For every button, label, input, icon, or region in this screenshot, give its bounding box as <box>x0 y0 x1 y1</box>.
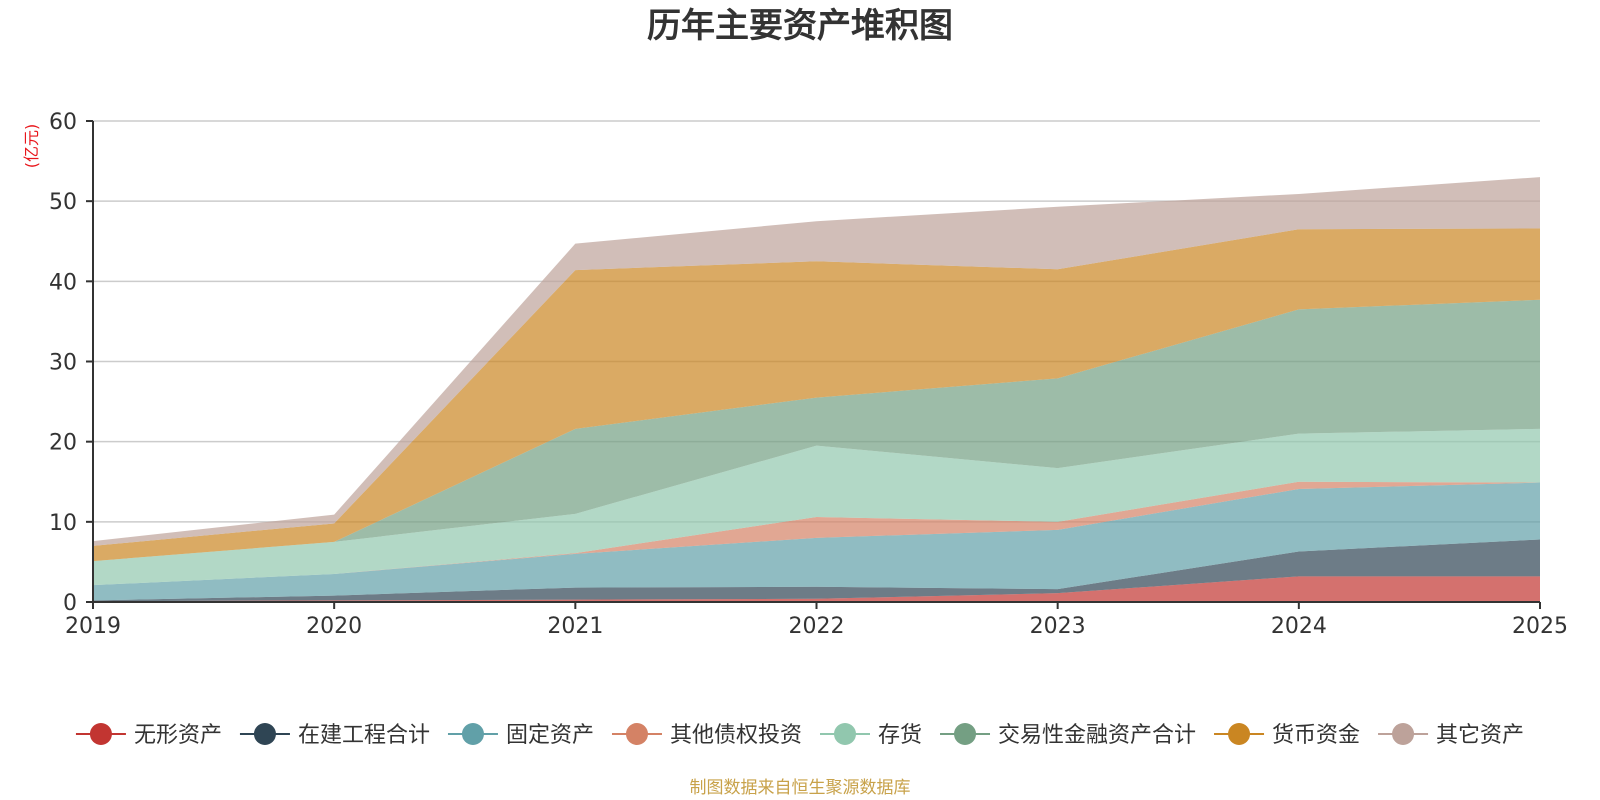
area-series-5[interactable] <box>93 428 1540 586</box>
area-series-7[interactable] <box>93 228 1540 562</box>
area-series-3[interactable] <box>93 482 1540 601</box>
x-tick-labels: 2019 2020 2021 2022 2023 2024 2025 <box>65 614 1568 639</box>
source-note: 制图数据来自恒生聚源数据库 <box>690 778 911 798</box>
area-series-6[interactable] <box>93 299 1540 562</box>
legend-circle-icon <box>1392 723 1415 745</box>
legend-label: 其他债权投资 <box>670 723 802 748</box>
y-tick-label-0: 0 <box>63 591 77 616</box>
x-tick-label-2021: 2021 <box>547 614 603 639</box>
legend-circle-icon <box>1228 723 1251 745</box>
area-series-1[interactable] <box>93 576 1540 602</box>
x-tick-label-2023: 2023 <box>1030 614 1086 639</box>
y-axis-unit-label: (亿元) <box>22 124 41 169</box>
legend-item-1[interactable]: 无形资产 <box>75 723 222 748</box>
y-tick-labels: 0 10 20 30 40 50 60 <box>49 110 77 616</box>
legend-circle-icon <box>89 723 112 745</box>
y-tick-label-10: 10 <box>49 511 77 536</box>
legend-item-6[interactable]: 交易性金融资产合计 <box>940 723 1196 748</box>
y-tick-label-50: 50 <box>49 190 77 215</box>
y-tick-label-60: 60 <box>49 110 77 135</box>
x-tick-label-2020: 2020 <box>306 614 362 639</box>
x-tick-label-2025: 2025 <box>1512 614 1568 639</box>
legend-circle-icon <box>954 723 977 745</box>
x-tick-label-2022: 2022 <box>789 614 845 639</box>
legend-label: 货币资金 <box>1272 723 1360 748</box>
legend-label: 在建工程合计 <box>298 723 430 748</box>
y-tick-label-30: 30 <box>49 351 77 376</box>
legend[interactable]: 无形资产 在建工程合计 固定资产 其他债权投资 存货 交易性金融资产合计 货币资金 其它资产 <box>75 723 1524 748</box>
x-tick-label-2024: 2024 <box>1271 614 1327 639</box>
legend-circle-icon <box>253 723 276 745</box>
legend-item-2[interactable]: 在建工程合计 <box>239 723 430 748</box>
area-series-2[interactable] <box>93 539 1540 602</box>
legend-label: 交易性金融资产合计 <box>998 723 1196 748</box>
chart-title: 历年主要资产堆积图 <box>647 6 953 46</box>
axes <box>86 120 1541 609</box>
legend-label: 无形资产 <box>134 723 222 748</box>
legend-label: 固定资产 <box>506 723 594 748</box>
legend-item-5[interactable]: 存货 <box>820 723 922 748</box>
legend-circle-icon <box>461 723 484 745</box>
legend-circle-icon <box>834 723 856 745</box>
y-tick-label-20: 20 <box>49 431 77 456</box>
area-series-4[interactable] <box>93 481 1540 586</box>
area-series-8[interactable] <box>93 177 1540 546</box>
area-series-layer <box>93 177 1540 602</box>
legend-item-3[interactable]: 固定资产 <box>447 723 594 748</box>
x-tick-label-2019: 2019 <box>65 614 121 639</box>
legend-circle-icon <box>625 723 648 745</box>
legend-item-4[interactable]: 其他债权投资 <box>611 723 802 748</box>
legend-label: 其它资产 <box>1436 723 1524 748</box>
legend-label: 存货 <box>878 723 922 748</box>
y-tick-label-40: 40 <box>49 270 77 295</box>
legend-item-8[interactable]: 其它资产 <box>1378 723 1524 748</box>
legend-item-7[interactable]: 货币资金 <box>1214 723 1360 748</box>
